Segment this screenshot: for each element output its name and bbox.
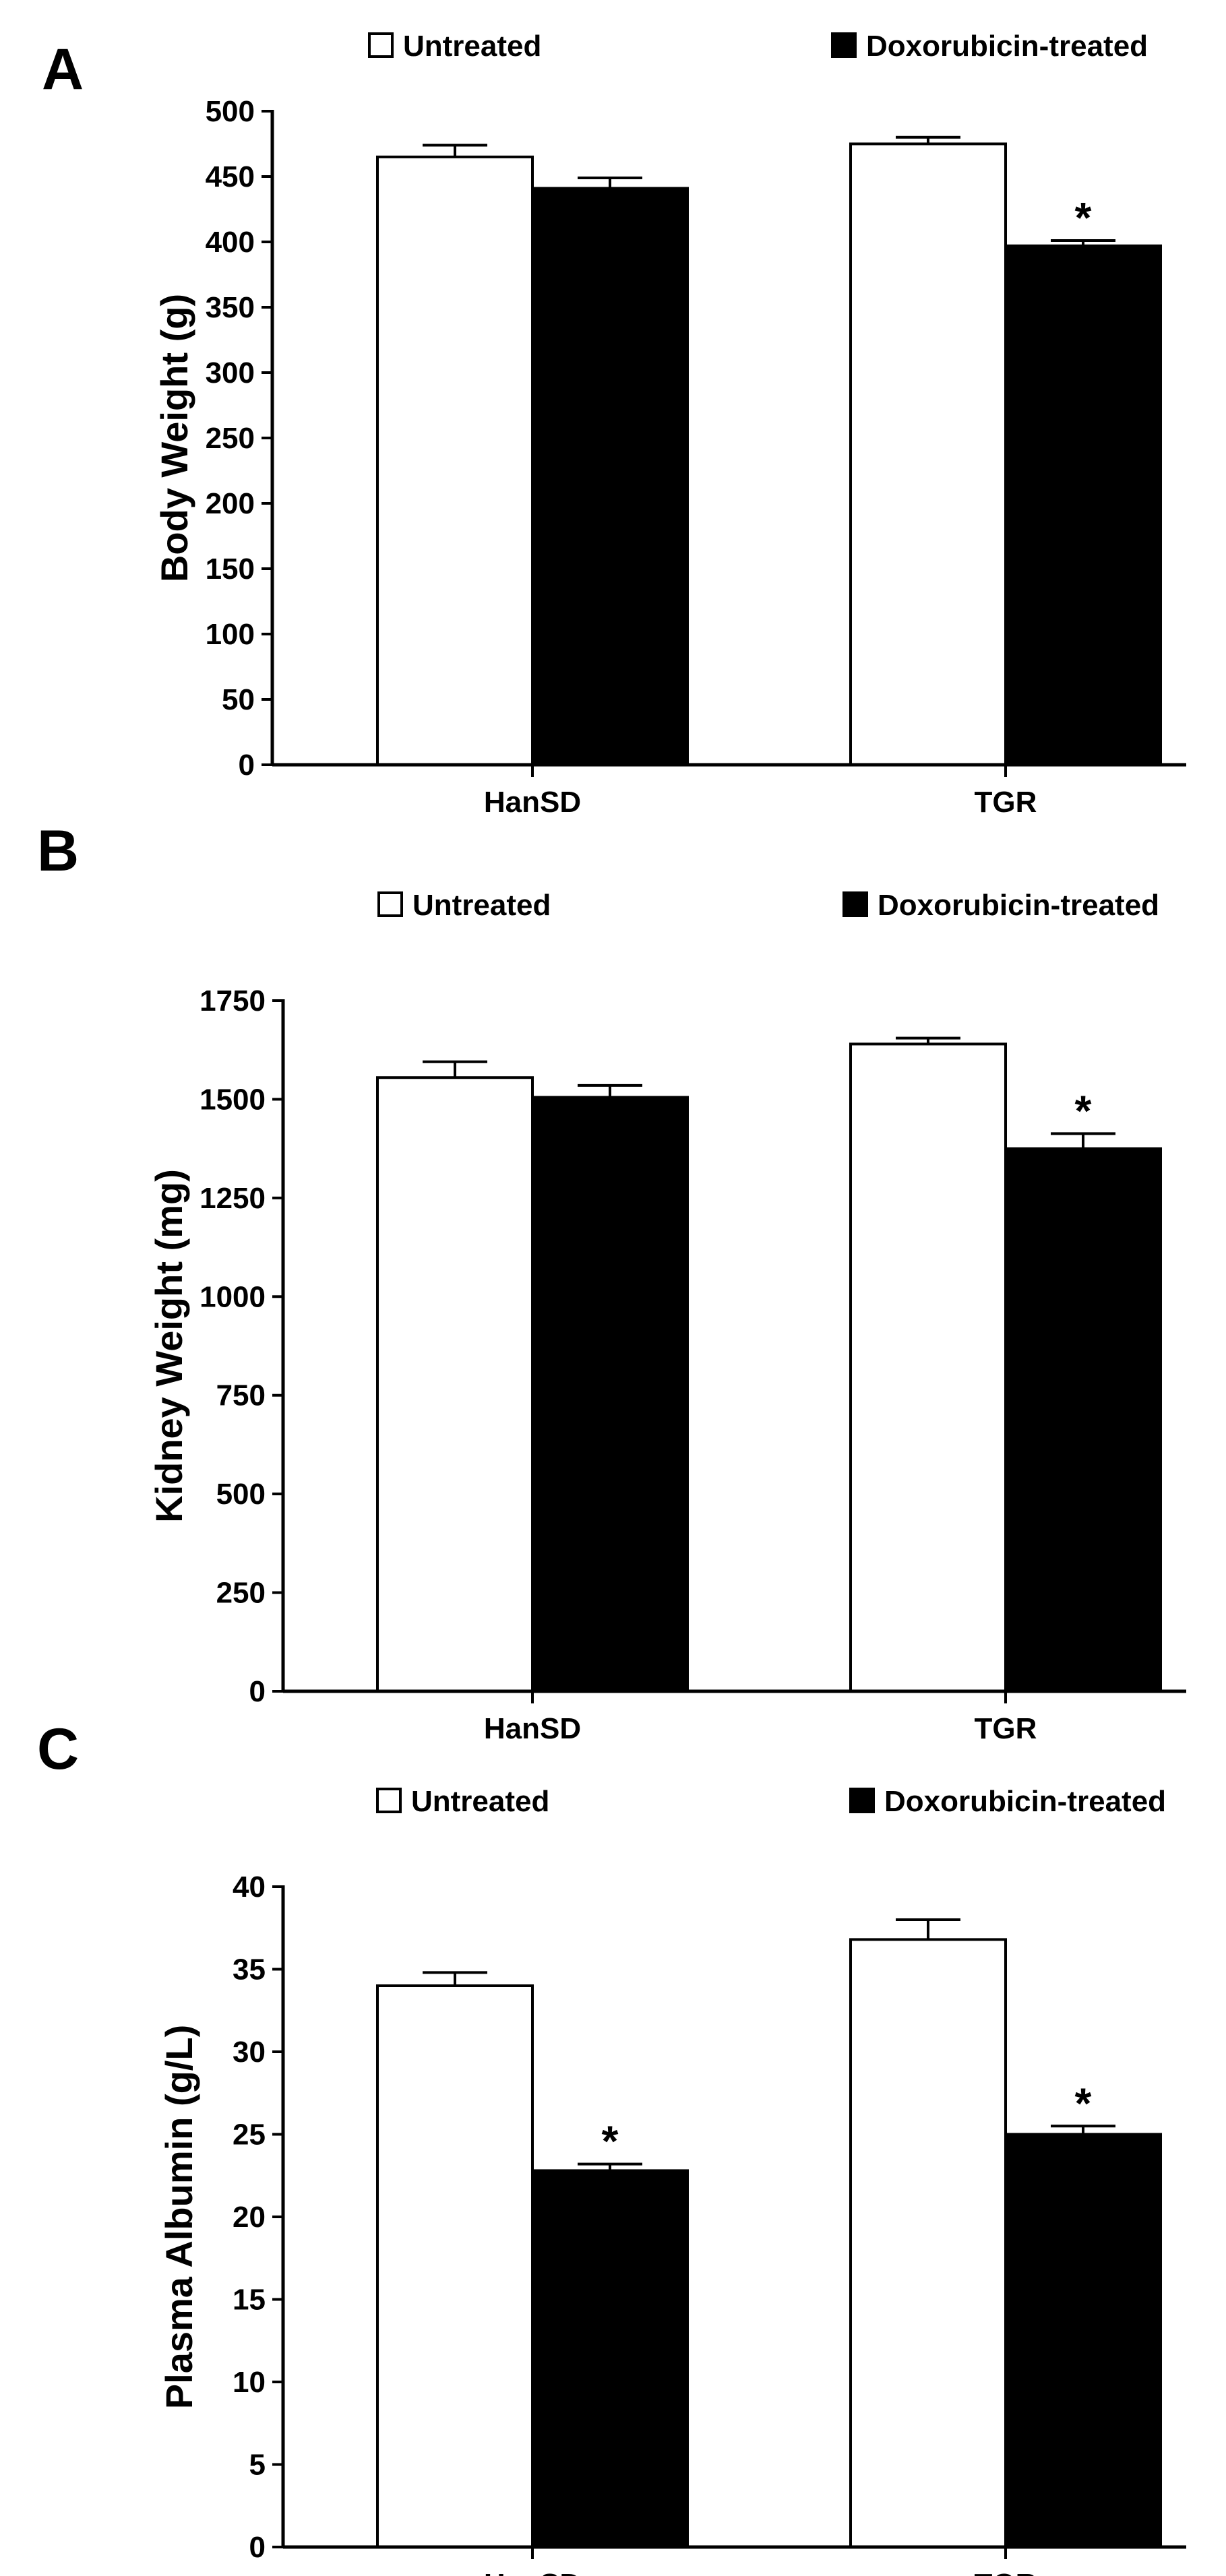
panel-letter: C: [37, 1717, 79, 1782]
y-tick-label: 400: [206, 226, 255, 259]
legend-swatch-untreated: [376, 1788, 402, 1813]
bar-untreated-hansd: [376, 155, 534, 766]
bar-doxorubicin-treated-tgr: [1004, 1147, 1162, 1693]
y-tick-label: 450: [206, 160, 255, 193]
y-axis-label: Body Weight (g): [153, 294, 195, 582]
y-tick-label: 25: [233, 2118, 266, 2151]
y-tick-label: 350: [206, 291, 255, 324]
x-tick-label-tgr: TGR: [975, 786, 1037, 819]
legend-swatch-treated: [831, 32, 857, 58]
bar-untreated-hansd: [376, 1076, 534, 1693]
y-tick-label: 0: [239, 749, 255, 782]
legend-label-treated: Doxorubicin-treated: [884, 1785, 1166, 1818]
bar-doxorubicin-treated-hansd: [531, 1096, 689, 1693]
y-tick-label: 15: [233, 2284, 266, 2317]
bar-untreated-tgr: [849, 1938, 1007, 2548]
legend-label-treated: Doxorubicin-treated: [878, 889, 1159, 922]
y-tick-label: 250: [206, 422, 255, 455]
y-tick-label: 30: [233, 2036, 266, 2069]
y-tick-label: 1000: [200, 1280, 266, 1313]
significance-marker: *: [1075, 2079, 1092, 2127]
legend-swatch-treated: [849, 1788, 875, 1813]
significance-marker: *: [1075, 1086, 1092, 1135]
panel-letter: A: [42, 37, 84, 102]
x-tick-label-tgr: TGR: [975, 2568, 1037, 2576]
y-tick-label: 1750: [200, 984, 266, 1017]
legend-label-treated: Doxorubicin-treated: [866, 30, 1148, 63]
legend-label-untreated: Untreated: [411, 1785, 549, 1818]
bar-untreated-hansd: [376, 1984, 534, 2548]
y-tick-label: 750: [216, 1379, 266, 1412]
y-tick-label: 250: [216, 1577, 266, 1610]
y-axis-label: Plasma Albumin (g/L): [158, 2025, 200, 2409]
y-tick-label: 10: [233, 2366, 266, 2399]
y-axis-label: Kidney Weight (mg): [148, 1169, 190, 1523]
significance-marker: *: [602, 2117, 619, 2166]
panel-letter: B: [37, 819, 79, 883]
legend-label-untreated: Untreated: [403, 30, 541, 63]
legend-swatch-treated: [842, 891, 868, 917]
x-tick-label-hansd: HanSD: [484, 786, 581, 819]
bar-doxorubicin-treated-tgr: [1004, 2133, 1162, 2548]
x-tick-label-hansd: HanSD: [484, 1712, 581, 1745]
bar-untreated-tgr: [849, 142, 1007, 766]
y-tick-label: 100: [206, 618, 255, 651]
legend-label-untreated: Untreated: [412, 889, 551, 922]
bar-untreated-tgr: [849, 1042, 1007, 1693]
y-tick-label: 50: [222, 683, 255, 716]
y-tick-label: 0: [249, 1675, 266, 1708]
y-tick-label: 300: [206, 356, 255, 389]
legend-swatch-untreated: [368, 32, 394, 58]
y-tick-label: 150: [206, 553, 255, 586]
x-tick-label-tgr: TGR: [975, 1712, 1037, 1745]
y-tick-label: 1250: [200, 1182, 266, 1215]
y-tick-label: 200: [206, 487, 255, 520]
significance-marker: *: [1075, 193, 1092, 242]
bar-doxorubicin-treated-hansd: [531, 187, 689, 766]
y-tick-label: 500: [216, 1478, 266, 1511]
y-tick-label: 5: [249, 2449, 266, 2482]
legend-swatch-untreated: [377, 891, 403, 917]
y-tick-label: 500: [206, 95, 255, 128]
y-tick-label: 20: [233, 2201, 266, 2234]
x-tick-label-hansd: HanSD: [484, 2568, 581, 2576]
y-tick-label: 40: [233, 1871, 266, 1904]
y-tick-label: 1500: [200, 1083, 266, 1116]
bar-doxorubicin-treated-hansd: [531, 2169, 689, 2548]
y-tick-label: 35: [233, 1953, 266, 1986]
y-tick-label: 0: [249, 2531, 266, 2564]
bar-doxorubicin-treated-tgr: [1004, 244, 1162, 766]
